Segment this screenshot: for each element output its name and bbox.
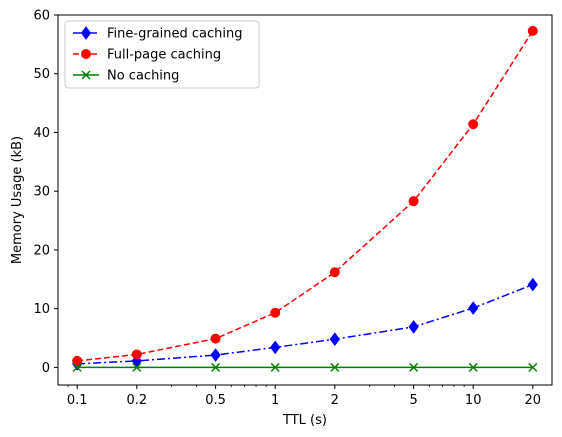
legend-marker (81, 70, 91, 80)
legend-marker (80, 26, 92, 40)
x-tick-label: 0.2 (126, 393, 147, 408)
data-point (468, 119, 479, 130)
data-point (330, 362, 340, 372)
data-point (528, 362, 538, 372)
data-point (72, 355, 83, 366)
legend-entry-label: Fine-grained caching (107, 27, 242, 42)
plot-layer (72, 25, 538, 372)
data-point (329, 267, 340, 278)
y-tick-label: 30 (33, 185, 50, 200)
y-tick-label: 50 (33, 67, 50, 82)
data-point (468, 362, 478, 372)
data-point (211, 362, 221, 372)
data-point (270, 340, 281, 355)
legend-box (64, 20, 260, 89)
series-2 (72, 25, 538, 366)
data-point (329, 332, 340, 347)
y-tick-label: 20 (33, 243, 50, 258)
x-tick-label: 20 (525, 393, 542, 408)
x-tick-label: 0.1 (67, 393, 88, 408)
data-point (409, 362, 419, 372)
data-point (131, 349, 142, 360)
x-tick-label: 5 (409, 393, 417, 408)
series-line (77, 283, 534, 365)
y-tick-label: 0 (42, 361, 50, 376)
data-point (468, 301, 479, 315)
data-point (408, 320, 419, 334)
data-point (270, 362, 280, 372)
data-point (72, 362, 82, 372)
legend-entry-label: Full-page caching (107, 48, 221, 63)
data-point (527, 277, 538, 292)
axes-layer: 0.1 0.2 0.5 1 2 5 10 20 0 10 20 30 40 50 60 (33, 9, 553, 408)
x-tick-label: 10 (465, 393, 482, 408)
y-tick-label: 60 (33, 9, 50, 24)
x-tick-label: 0.5 (205, 393, 226, 408)
data-point (132, 362, 142, 372)
legend-marker (81, 49, 91, 59)
legend-entry-label: No caching (107, 69, 179, 84)
data-point (408, 196, 419, 207)
data-point (527, 25, 538, 36)
y-axis-label: Memory Usage (kB) (10, 136, 25, 264)
y-tick-label: 10 (33, 302, 50, 317)
data-point (210, 348, 221, 362)
data-point (270, 307, 281, 318)
x-tick-label: 2 (331, 393, 339, 408)
series-line (77, 30, 534, 362)
legend: Fine-grained caching Full-page caching No … (64, 20, 260, 89)
data-point (210, 333, 221, 344)
x-tick-label: 1 (271, 393, 279, 408)
axes-frame (57, 14, 553, 386)
series-3 (72, 362, 538, 372)
x-axis-label: TTL (s) (282, 413, 327, 428)
y-tick-label: 40 (33, 126, 50, 141)
